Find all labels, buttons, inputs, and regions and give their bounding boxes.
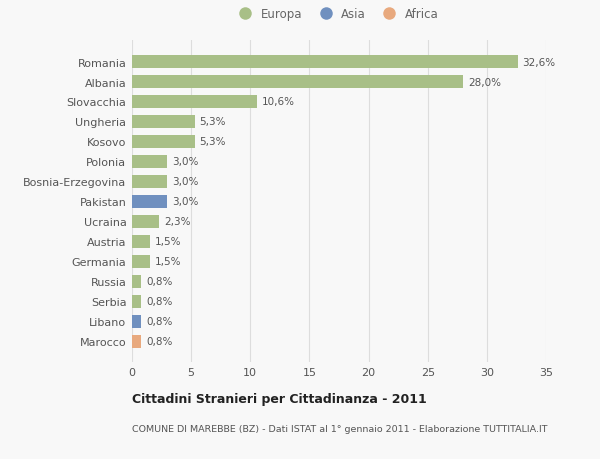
Bar <box>132 315 142 328</box>
Bar <box>132 215 159 229</box>
Bar <box>132 175 167 189</box>
Text: 0,8%: 0,8% <box>146 297 173 307</box>
Text: 5,3%: 5,3% <box>199 137 226 147</box>
Bar <box>132 56 518 69</box>
Text: 3,0%: 3,0% <box>172 157 199 167</box>
Text: 10,6%: 10,6% <box>262 97 295 107</box>
Bar <box>132 335 142 348</box>
Legend: Europa, Asia, Africa: Europa, Asia, Africa <box>233 8 439 21</box>
Text: 5,3%: 5,3% <box>199 117 226 127</box>
Bar <box>132 156 167 168</box>
Text: 1,5%: 1,5% <box>154 257 181 267</box>
Bar <box>132 76 463 89</box>
Text: 3,0%: 3,0% <box>172 177 199 187</box>
Bar <box>132 255 150 268</box>
Bar <box>132 196 167 208</box>
Text: Cittadini Stranieri per Cittadinanza - 2011: Cittadini Stranieri per Cittadinanza - 2… <box>132 392 427 405</box>
Text: 28,0%: 28,0% <box>468 78 501 87</box>
Text: 2,3%: 2,3% <box>164 217 190 227</box>
Bar <box>132 136 194 149</box>
Bar <box>132 235 150 248</box>
Bar <box>132 295 142 308</box>
Text: 3,0%: 3,0% <box>172 197 199 207</box>
Text: 0,8%: 0,8% <box>146 277 173 287</box>
Bar <box>132 116 194 129</box>
Text: 0,8%: 0,8% <box>146 317 173 326</box>
Text: 32,6%: 32,6% <box>523 57 556 67</box>
Text: 1,5%: 1,5% <box>154 237 181 247</box>
Bar <box>132 275 142 288</box>
Text: COMUNE DI MAREBBE (BZ) - Dati ISTAT al 1° gennaio 2011 - Elaborazione TUTTITALIA: COMUNE DI MAREBBE (BZ) - Dati ISTAT al 1… <box>132 425 548 434</box>
Bar <box>132 96 257 109</box>
Text: 0,8%: 0,8% <box>146 336 173 347</box>
